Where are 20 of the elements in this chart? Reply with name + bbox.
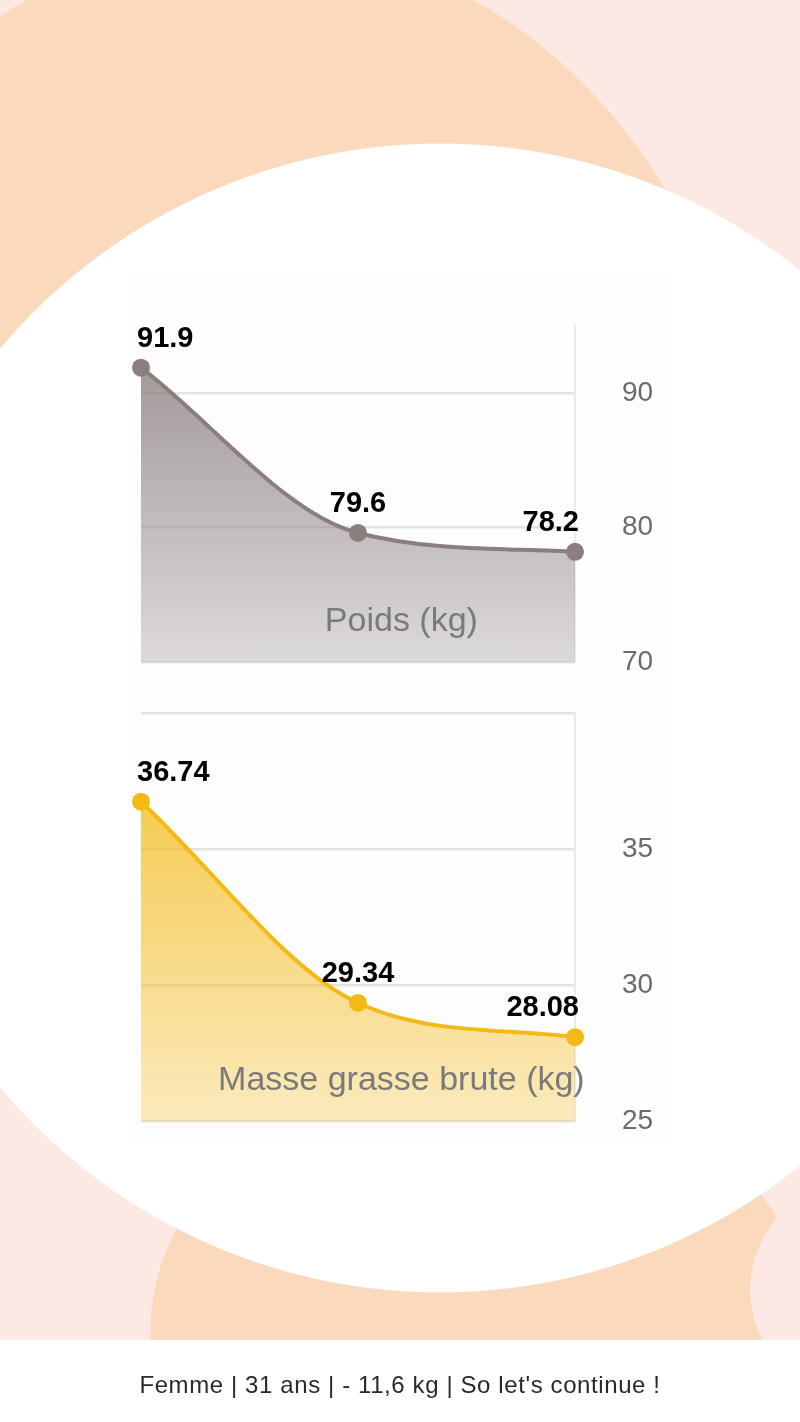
point [132,792,150,811]
y-tick-label: 90 [622,375,654,407]
data-label: 28.08 [506,990,579,1023]
point [566,1028,584,1047]
y-tick-label: 70 [622,644,654,676]
data-label: 29.34 [321,955,395,988]
y-tick-label: 35 [622,831,654,863]
data-label: 79.6 [329,485,387,518]
y-tick-label: 80 [622,510,654,542]
data-label: 78.2 [522,504,579,537]
text: Femme | 31 ans | - 11,6 kg | So let's continue ! [138,1370,662,1400]
point [349,993,367,1012]
point [566,542,584,561]
y-tick-label: 25 [622,1103,654,1135]
data-label: 36.74 [137,754,210,787]
point [349,523,367,542]
point [132,358,150,377]
text: Poids (kg) [324,600,478,639]
y-tick-label: 30 [622,967,654,999]
data-label: 91.9 [137,320,194,353]
